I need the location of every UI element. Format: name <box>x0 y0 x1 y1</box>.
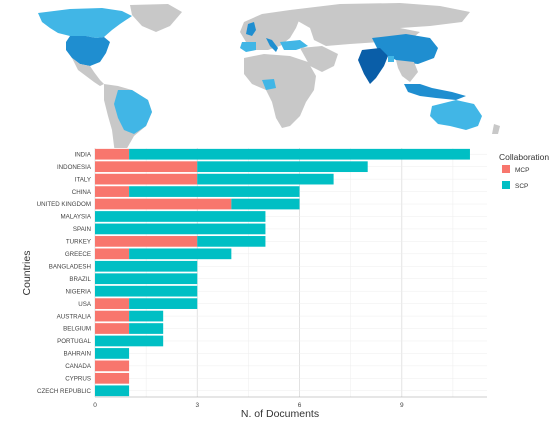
bar-scp <box>197 173 334 185</box>
y-tick-label: GREECE <box>65 251 91 258</box>
legend-swatch-scp <box>502 181 510 189</box>
country-australia <box>430 100 482 130</box>
y-tick-label: AUSTRALIA <box>57 313 92 320</box>
y-tick-label: PORTUGAL <box>57 338 91 345</box>
country-malaysia-indonesia <box>404 84 466 100</box>
country-united-kingdom <box>246 22 256 36</box>
bar-mcp <box>95 198 232 210</box>
y-tick-label: TURKEY <box>66 239 91 246</box>
bar-scp <box>129 186 300 197</box>
bar-chart: INDIA INDONESIA ITALY CHINA UNITED KINGDOM MA… <box>21 148 549 420</box>
country-brazil <box>114 90 152 134</box>
y-tick-label: NIGERIA <box>66 288 92 295</box>
legend-items: MCP SCP <box>502 165 529 190</box>
country-italy <box>266 38 278 52</box>
bar-scp <box>95 348 130 359</box>
bars <box>95 148 470 397</box>
country-mexico-central-america <box>72 58 104 86</box>
y-tick-label: UNITED KINGDOM <box>37 201 91 208</box>
bar-scp <box>129 323 164 334</box>
y-tick-label: INDONESIA <box>57 164 92 171</box>
bar-mcp <box>95 372 130 384</box>
y-tick-label: INDIA <box>74 151 91 158</box>
bar-scp <box>129 298 198 309</box>
legend-swatch-mcp <box>502 165 510 173</box>
legend-label-scp: SCP <box>515 183 528 190</box>
x-axis-title: N. of Documents <box>241 408 319 420</box>
y-tick-label: USA <box>78 301 92 308</box>
country-india <box>358 48 388 84</box>
world-map <box>38 3 500 162</box>
y-tick-labels: INDIA INDONESIA ITALY CHINA UNITED KINGDOM MA… <box>37 151 92 395</box>
x-tick-label: 3 <box>195 402 199 409</box>
y-tick-label: BRAZIL <box>69 276 91 283</box>
legend: Collaboration MCP SCP <box>499 152 549 190</box>
bar-scp <box>95 273 198 285</box>
region-russia <box>290 3 470 30</box>
bar-mcp <box>95 148 130 160</box>
y-tick-label: BELGIUM <box>63 326 91 333</box>
country-greece-turkey <box>280 40 308 50</box>
plot-panel <box>95 148 487 398</box>
bar-mcp <box>95 186 130 197</box>
legend-label-mcp: MCP <box>515 167 529 174</box>
greenland <box>130 4 182 32</box>
bar-mcp <box>95 173 198 185</box>
x-tick-label: 9 <box>400 402 404 409</box>
bar-scp <box>95 211 266 222</box>
gridlines <box>94 148 487 397</box>
y-tick-label: BANGLADESH <box>49 263 91 270</box>
y-tick-label: CYPRUS <box>65 376 91 383</box>
bar-scp <box>95 335 164 347</box>
country-usa <box>66 36 110 66</box>
bar-mcp <box>95 236 198 247</box>
y-tick-label: ITALY <box>75 176 91 183</box>
y-tick-label: CZECH REPUBLIC <box>37 388 92 395</box>
country-spain-portugal <box>240 42 256 52</box>
bar-scp <box>129 248 232 260</box>
bar-mcp <box>95 360 130 372</box>
y-tick-label: SPAIN <box>73 226 91 233</box>
bar-scp <box>95 223 266 235</box>
x-tick-labels: 0 3 6 9 <box>93 402 404 409</box>
y-tick-label: MALAYSIA <box>61 214 92 221</box>
y-tick-label: CHINA <box>72 189 92 196</box>
country-canada <box>38 8 132 38</box>
bar-mcp <box>95 310 130 322</box>
bar-mcp <box>95 161 198 173</box>
x-tick-label: 0 <box>93 402 97 409</box>
legend-title: Collaboration <box>499 152 549 162</box>
region-europe <box>240 10 300 50</box>
y-tick-label: BAHRAIN <box>63 351 91 358</box>
bar-mcp <box>95 298 130 309</box>
bar-scp <box>197 236 266 247</box>
country-bangladesh <box>388 56 394 62</box>
region-middle-east <box>300 46 338 72</box>
x-tick-label: 6 <box>298 402 302 409</box>
y-axis-title: Countries <box>21 251 33 296</box>
bar-scp <box>95 285 198 297</box>
y-tick-label: CANADA <box>65 363 92 370</box>
region-southeast-asia <box>396 60 418 82</box>
country-new-zealand <box>492 124 500 134</box>
country-nigeria <box>262 79 276 90</box>
bar-scp <box>95 260 198 272</box>
region-africa <box>244 54 316 128</box>
bar-scp <box>129 148 470 160</box>
country-china <box>372 34 438 64</box>
bar-scp <box>95 385 130 397</box>
bar-scp <box>197 161 368 173</box>
region-central-asia <box>310 28 420 46</box>
bar-mcp <box>95 323 130 334</box>
bar-mcp <box>95 248 130 260</box>
bar-scp <box>129 310 164 322</box>
bar-scp <box>231 198 300 210</box>
